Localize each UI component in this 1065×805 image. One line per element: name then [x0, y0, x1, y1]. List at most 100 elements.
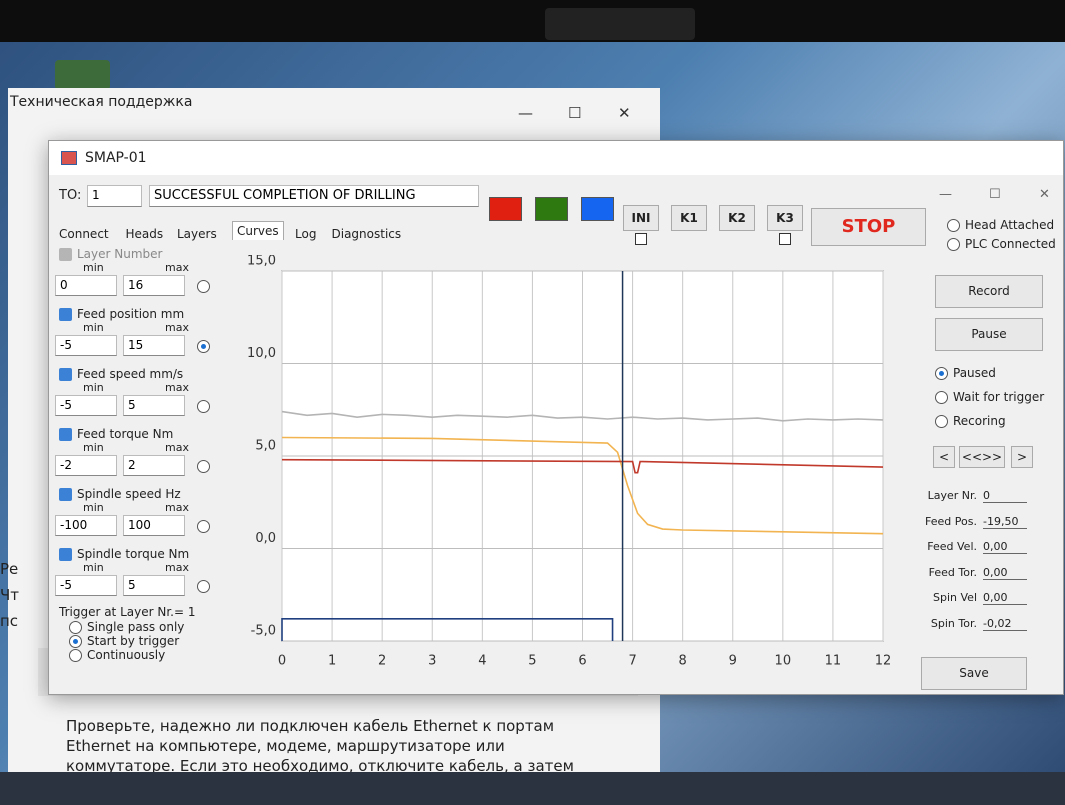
min-field[interactable]: 0 — [55, 275, 117, 296]
min-field[interactable]: -5 — [55, 575, 117, 596]
radio[interactable] — [197, 280, 210, 293]
x-tick-label: 6 — [578, 654, 586, 669]
radio[interactable] — [947, 219, 960, 232]
panel-button[interactable]: Record — [935, 275, 1043, 308]
checkbox[interactable] — [59, 428, 72, 441]
status-option: Head Attached — [965, 218, 1054, 232]
radio[interactable] — [197, 520, 210, 533]
k-button[interactable]: K2 — [719, 205, 755, 231]
color-button[interactable] — [581, 197, 614, 221]
to-label: TO: — [59, 188, 81, 203]
nav-button[interactable]: > — [1011, 446, 1033, 468]
readout-value: 0 — [983, 489, 1027, 503]
min-field[interactable]: -5 — [55, 335, 117, 356]
max-btn[interactable]: ☐ — [989, 187, 1001, 202]
trigger-label: Trigger at Layer Nr.= 1 — [59, 605, 195, 619]
channel-name: Spindle speed Hz — [77, 487, 181, 501]
max-field[interactable]: 5 — [123, 575, 185, 596]
save-button[interactable]: Save — [921, 657, 1027, 690]
max-field[interactable]: 5 — [123, 395, 185, 416]
radio[interactable] — [197, 580, 210, 593]
radio[interactable] — [197, 400, 210, 413]
radio[interactable] — [935, 415, 948, 428]
x-tick-label: 0 — [278, 654, 286, 669]
tab[interactable]: Heads — [122, 225, 168, 243]
trigger-option: Continuously — [87, 648, 165, 662]
radio[interactable] — [69, 635, 82, 648]
close-btn[interactable]: ✕ — [1039, 187, 1050, 202]
mode-option: Paused — [953, 366, 996, 380]
text-fragment: Ре — [0, 560, 18, 578]
checkbox[interactable] — [779, 233, 791, 245]
k-button[interactable]: K1 — [671, 205, 707, 231]
color-button[interactable] — [535, 197, 568, 221]
text-fragment: пс — [0, 612, 18, 630]
max-btn[interactable]: ☐ — [568, 104, 581, 122]
checkbox[interactable] — [59, 488, 72, 501]
min-field[interactable]: -2 — [55, 455, 117, 476]
y-tick-label: 0,0 — [255, 531, 276, 546]
mode-option: Recoring — [953, 414, 1006, 428]
stop-button[interactable]: STOP — [811, 208, 926, 246]
min-field[interactable]: -100 — [55, 515, 117, 536]
max-field[interactable]: 100 — [123, 515, 185, 536]
tab[interactable]: Connect — [55, 225, 113, 243]
k-button[interactable]: INI — [623, 205, 659, 231]
text-fragment: Чт — [0, 586, 19, 604]
app-icon — [61, 151, 77, 165]
readout-value: 0,00 — [983, 540, 1027, 554]
min-label: min — [83, 561, 104, 574]
radio[interactable] — [69, 649, 82, 662]
max-label: max — [165, 561, 189, 574]
nav-button[interactable]: < — [933, 446, 955, 468]
k-button[interactable]: K3 — [767, 205, 803, 231]
checkbox[interactable] — [59, 248, 72, 261]
radio[interactable] — [947, 238, 960, 251]
channel-name: Feed position mm — [77, 307, 184, 321]
min-btn[interactable]: — — [939, 187, 952, 202]
x-tick-label: 7 — [628, 654, 636, 669]
checkbox[interactable] — [635, 233, 647, 245]
min-btn[interactable]: — — [518, 104, 533, 122]
radio[interactable] — [935, 367, 948, 380]
checkbox[interactable] — [59, 308, 72, 321]
panel-button[interactable]: Pause — [935, 318, 1043, 351]
radio[interactable] — [69, 621, 82, 634]
tab[interactable]: Curves — [232, 221, 284, 240]
radio[interactable] — [935, 391, 948, 404]
min-label: min — [83, 441, 104, 454]
x-tick-label: 12 — [875, 654, 892, 669]
min-label: min — [83, 261, 104, 274]
max-field[interactable]: 2 — [123, 455, 185, 476]
readout-value: 0,00 — [983, 591, 1027, 605]
max-label: max — [165, 501, 189, 514]
app-icon — [55, 60, 110, 90]
readout-label: Feed Pos. — [921, 515, 977, 528]
x-tick-label: 9 — [729, 654, 737, 669]
checkbox[interactable] — [59, 368, 72, 381]
tab[interactable]: Layers — [173, 225, 221, 243]
tab[interactable]: Log — [291, 225, 320, 243]
max-label: max — [165, 261, 189, 274]
checkbox[interactable] — [59, 548, 72, 561]
tab[interactable]: Diagnostics — [328, 225, 406, 243]
to-field: 1 — [87, 185, 142, 207]
radio[interactable] — [197, 340, 210, 353]
mode-option: Wait for trigger — [953, 390, 1044, 404]
max-field[interactable]: 16 — [123, 275, 185, 296]
radio[interactable] — [197, 460, 210, 473]
window-title: Техническая поддержка — [10, 94, 192, 110]
max-field[interactable]: 15 — [123, 335, 185, 356]
readout-label: Layer Nr. — [921, 489, 977, 502]
nav-button[interactable]: <<>> — [959, 446, 1005, 468]
y-tick-label: 5,0 — [255, 439, 276, 454]
min-field[interactable]: -5 — [55, 395, 117, 416]
trigger-option: Start by trigger — [87, 634, 179, 648]
color-button[interactable] — [489, 197, 522, 221]
x-tick-label: 10 — [775, 654, 792, 669]
x-tick-label: 1 — [328, 654, 336, 669]
close-btn[interactable]: ✕ — [618, 104, 631, 122]
